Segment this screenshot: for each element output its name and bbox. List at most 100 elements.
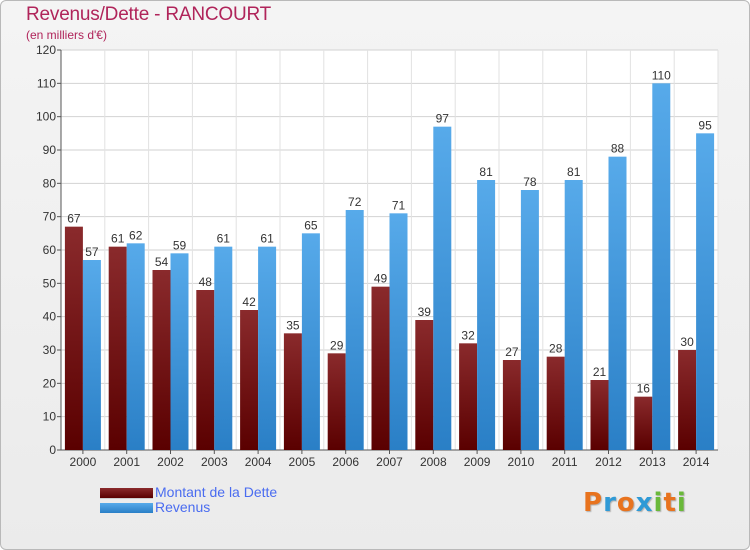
- bar-dette: [634, 396, 653, 450]
- data-label-revenus: 71: [392, 198, 406, 212]
- data-label-dette: 21: [593, 365, 607, 379]
- x-tick-label: 2002: [157, 455, 184, 469]
- bar-revenus: [170, 253, 189, 450]
- data-label-revenus: 81: [567, 165, 581, 179]
- x-tick-label: 2014: [683, 455, 710, 469]
- bar-revenus: [214, 246, 233, 450]
- x-tick-label: 2000: [70, 455, 97, 469]
- bar-dette: [415, 320, 434, 450]
- y-tick-label: 100: [36, 110, 56, 124]
- legend-swatch-debt: [100, 488, 153, 499]
- x-tick-label: 2012: [595, 455, 622, 469]
- bars: [64, 83, 715, 451]
- bar-revenus: [258, 246, 277, 450]
- logo-letter: i: [653, 488, 664, 518]
- logo-letter: P: [583, 488, 604, 518]
- logo-letter: r: [603, 488, 617, 518]
- data-label-dette: 39: [418, 305, 432, 319]
- bar-revenus: [301, 233, 320, 450]
- data-label-revenus: 88: [611, 142, 625, 156]
- y-tick-label: 30: [43, 343, 57, 357]
- bar-revenus: [477, 180, 496, 450]
- bar-dette: [678, 350, 697, 450]
- data-label-dette: 67: [67, 212, 81, 226]
- x-tick-label: 2010: [508, 455, 535, 469]
- data-label-revenus: 81: [479, 165, 493, 179]
- x-tick-label: 2013: [639, 455, 666, 469]
- bar-dette: [64, 226, 83, 450]
- bar-dette: [546, 356, 565, 450]
- x-tick-label: 2005: [289, 455, 316, 469]
- y-tick-label: 60: [43, 243, 57, 257]
- bar-dette: [240, 310, 259, 450]
- bar-dette: [108, 246, 127, 450]
- y-tick-label: 110: [37, 76, 56, 90]
- x-tick-label: 2008: [420, 455, 447, 469]
- bar-revenus: [82, 260, 101, 450]
- logo-letter: t: [663, 488, 677, 518]
- y-tick-label: 10: [43, 410, 57, 424]
- data-label-dette: 35: [286, 318, 300, 332]
- bar-revenus: [433, 126, 452, 451]
- data-label-dette: 61: [111, 232, 125, 246]
- x-tick-label: 2011: [552, 455, 578, 469]
- y-tick-label: 20: [43, 376, 57, 390]
- data-label-revenus: 59: [173, 238, 187, 252]
- data-label-revenus: 78: [523, 175, 537, 189]
- bar-revenus: [520, 190, 539, 450]
- x-tick-label: 2004: [245, 455, 272, 469]
- x-tick-label: 2003: [201, 455, 228, 469]
- data-label-dette: 27: [505, 345, 519, 359]
- proxiti-logo: Proxiti: [583, 488, 687, 518]
- bar-revenus: [389, 213, 408, 450]
- bar-revenus: [345, 210, 364, 450]
- data-label-dette: 30: [680, 335, 694, 349]
- data-label-revenus: 65: [304, 218, 318, 232]
- data-label-revenus: 57: [85, 245, 99, 259]
- x-tick-label: 2001: [113, 455, 140, 469]
- bar-revenus: [696, 133, 715, 451]
- data-label-revenus: 110: [652, 68, 671, 82]
- x-tick-label: 2006: [332, 455, 359, 469]
- y-tick-label: 90: [43, 143, 57, 157]
- data-label-revenus: 61: [260, 232, 274, 246]
- x-tick-label: 2009: [464, 455, 491, 469]
- data-label-dette: 32: [461, 328, 475, 342]
- bar-dette: [327, 353, 346, 450]
- y-tick-label: 120: [36, 43, 56, 57]
- data-label-dette: 49: [374, 272, 388, 286]
- legend-label-revenus: Revenus: [155, 499, 211, 515]
- chart-title: Revenus/Dette - RANCOURT: [26, 4, 272, 25]
- bar-dette: [371, 286, 390, 450]
- y-tick-label: 70: [43, 210, 57, 224]
- x-tick-label: 2007: [376, 455, 403, 469]
- bar-dette: [283, 333, 302, 450]
- data-label-dette: 29: [330, 338, 344, 352]
- legend-label-debt: Montant de la Dette: [155, 484, 278, 500]
- y-tick-label: 80: [43, 176, 57, 190]
- data-labels: 67 57 61 62 54 59 48 61 42 61 35 65 29 72 49 71 39 97 32 81…: [67, 68, 712, 395]
- chart-subtitle: (en milliers d'€): [26, 28, 107, 42]
- data-label-dette: 42: [242, 295, 256, 309]
- data-label-dette: 28: [549, 342, 563, 356]
- data-label-revenus: 95: [698, 118, 712, 132]
- bar-revenus: [652, 83, 671, 450]
- y-tick-label: 50: [43, 276, 57, 290]
- data-label-revenus: 97: [436, 112, 450, 126]
- bar-dette: [590, 380, 609, 450]
- data-label-revenus: 62: [129, 228, 143, 242]
- data-label-revenus: 72: [348, 195, 362, 209]
- bar-revenus: [564, 180, 583, 450]
- y-tick-label: 40: [43, 310, 57, 324]
- logo-letter: x: [635, 488, 654, 518]
- data-label-dette: 16: [637, 382, 651, 396]
- data-label-dette: 54: [155, 255, 169, 269]
- bar-dette: [459, 343, 478, 450]
- data-label-revenus: 61: [217, 232, 231, 246]
- bar-revenus: [608, 156, 627, 450]
- logo-letter: o: [616, 488, 636, 518]
- data-label-dette: 48: [199, 275, 213, 289]
- y-tick-label: 0: [49, 443, 56, 457]
- bar-revenus: [126, 243, 145, 450]
- logo-letter: i: [676, 488, 687, 518]
